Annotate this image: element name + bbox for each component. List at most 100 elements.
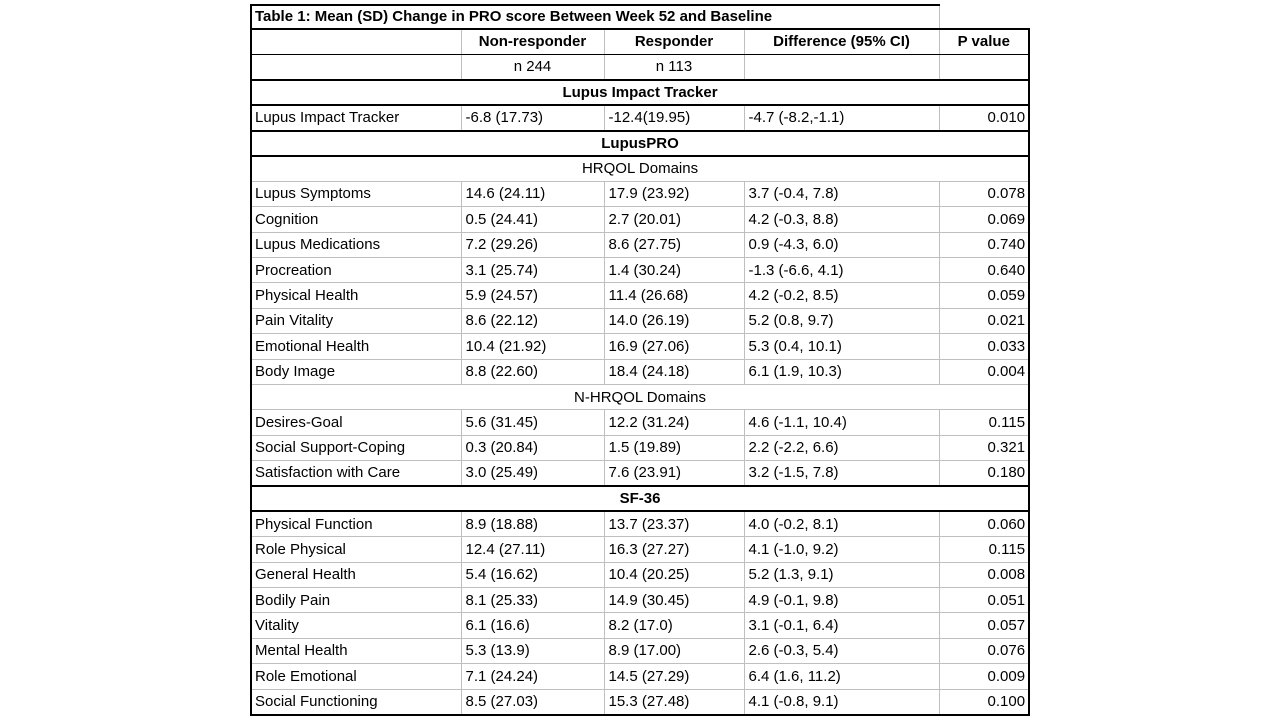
responder-value-cell: 18.4 (24.18) xyxy=(603,358,744,385)
row-label-cell: Bodily Pain xyxy=(250,587,461,614)
table-row: Pain Vitality 8.6 (22.12) 14.0 (26.19) 5.2 … xyxy=(250,307,1031,335)
row-label-cell: Lupus Impact Tracker xyxy=(250,104,461,132)
pvalue-cell: 0.069 xyxy=(938,206,1031,233)
responder-value-cell: 16.9 (27.06) xyxy=(603,333,744,360)
table-row: General Health 5.4 (16.62) 10.4 (20.25) 5.2… xyxy=(250,561,1031,589)
table-row: Lupus Medications 7.2 (29.26) 8.6 (27.75) 0… xyxy=(250,231,1031,259)
sample-size-empty-pvalue xyxy=(938,54,1031,81)
responder-value-cell: 8.9 (17.00) xyxy=(603,637,744,665)
responder-value-cell: 14.9 (30.45) xyxy=(603,587,744,614)
section-row: LupusPRO xyxy=(249,129,1031,157)
responder-value-cell: 8.2 (17.0) xyxy=(603,612,744,639)
row-label-cell: Mental Health xyxy=(250,637,461,665)
nonresponder-value-cell: 8.6 (22.12) xyxy=(460,307,604,335)
difference-value-cell: 4.6 (-1.1, 10.4) xyxy=(743,409,940,436)
pvalue-cell: 0.059 xyxy=(938,282,1031,309)
subsection-row: HRQOL Domains xyxy=(249,155,1031,182)
nonresponder-value-cell: 5.9 (24.57) xyxy=(460,282,604,309)
table-row: Role Emotional 7.1 (24.24) 14.5 (27.29) 6.4… xyxy=(250,663,1031,690)
subsection-label: N-HRQOL Domains xyxy=(249,383,1031,411)
nonresponder-value-cell: 5.4 (16.62) xyxy=(460,561,604,589)
nonresponder-value-cell: -6.8 (17.73) xyxy=(460,104,604,132)
table-row: Bodily Pain 8.1 (25.33) 14.9 (30.45) 4.9 (-… xyxy=(250,587,1031,614)
difference-value-cell: 2.6 (-0.3, 5.4) xyxy=(743,637,940,665)
row-label-cell: Cognition xyxy=(250,206,461,233)
row-label-cell: Lupus Symptoms xyxy=(250,180,461,208)
row-label-cell: Lupus Medications xyxy=(250,231,461,259)
nonresponder-value-cell: 3.0 (25.49) xyxy=(460,460,604,487)
table-row: Vitality 6.1 (16.6) 8.2 (17.0) 3.1 (-0.1, 6… xyxy=(250,612,1031,639)
difference-value-cell: 4.2 (-0.2, 8.5) xyxy=(743,282,940,309)
nonresponder-value-cell: 3.1 (25.74) xyxy=(460,257,604,284)
column-header-row: Non-responder Responder Difference (95% … xyxy=(250,27,1031,55)
column-header-empty xyxy=(250,27,461,55)
row-label-cell: Emotional Health xyxy=(250,333,461,360)
responder-value-cell: 15.3 (27.48) xyxy=(603,688,744,716)
row-label-cell: Vitality xyxy=(250,612,461,639)
table-row: Satisfaction with Care 3.0 (25.49) 7.6 (23… xyxy=(250,460,1031,487)
table-row: Lupus Symptoms 14.6 (24.11) 17.9 (23.92) 3.… xyxy=(250,180,1031,208)
difference-value-cell: 4.2 (-0.3, 8.8) xyxy=(743,206,940,233)
pvalue-cell: 0.057 xyxy=(938,612,1031,639)
pvalue-cell: 0.010 xyxy=(938,104,1031,132)
table-row: Physical Health 5.9 (24.57) 11.4 (26.68) 4.… xyxy=(250,282,1031,309)
responder-value-cell: 7.6 (23.91) xyxy=(603,460,744,487)
row-label-cell: Body Image xyxy=(250,358,461,385)
difference-value-cell: 0.9 (-4.3, 6.0) xyxy=(743,231,940,259)
difference-value-cell: 6.1 (1.9, 10.3) xyxy=(743,358,940,385)
nonresponder-value-cell: 0.3 (20.84) xyxy=(460,434,604,462)
nonresponder-value-cell: 5.6 (31.45) xyxy=(460,409,604,436)
row-label-cell: Role Emotional xyxy=(250,663,461,690)
title-row: Table 1: Mean (SD) Change in PRO score B… xyxy=(249,4,1030,29)
nonresponder-value-cell: 10.4 (21.92) xyxy=(460,333,604,360)
nonresponder-value-cell: 8.8 (22.60) xyxy=(460,358,604,385)
row-label-cell: Physical Health xyxy=(250,282,461,309)
table-row: Mental Health 5.3 (13.9) 8.9 (17.00) 2.6 (-… xyxy=(250,637,1031,665)
row-label-cell: General Health xyxy=(250,561,461,589)
table-row: Social Support-Coping 0.3 (20.84) 1.5 (19.… xyxy=(250,434,1031,462)
table-row: Role Physical 12.4 (27.11) 16.3 (27.27) 4.1… xyxy=(250,536,1031,563)
table-row: Lupus Impact Tracker -6.8 (17.73) -12.4(19… xyxy=(250,104,1031,132)
responder-value-cell: 1.4 (30.24) xyxy=(603,257,744,284)
row-label-cell: Role Physical xyxy=(250,536,461,563)
table-row: Procreation 3.1 (25.74) 1.4 (30.24) -1.3 (-… xyxy=(250,257,1031,284)
row-label-cell: Pain Vitality xyxy=(250,307,461,335)
difference-value-cell: -1.3 (-6.6, 4.1) xyxy=(743,257,940,284)
pvalue-cell: 0.115 xyxy=(938,409,1031,436)
difference-value-cell: 4.0 (-0.2, 8.1) xyxy=(743,510,940,538)
sample-size-row: n 244 n 113 xyxy=(250,54,1031,81)
table-row: Emotional Health 10.4 (21.92) 16.9 (27.06)… xyxy=(250,333,1031,360)
responder-value-cell: 16.3 (27.27) xyxy=(603,536,744,563)
pvalue-cell: 0.021 xyxy=(938,307,1031,335)
responder-value-cell: -12.4(19.95) xyxy=(603,104,744,132)
difference-value-cell: -4.7 (-8.2,-1.1) xyxy=(743,104,940,132)
column-header-responder: Responder xyxy=(603,27,744,55)
subsection-row: N-HRQOL Domains xyxy=(249,383,1031,411)
pvalue-cell: 0.004 xyxy=(938,358,1031,385)
column-header-nonresponder: Non-responder xyxy=(460,27,604,55)
pvalue-cell: 0.051 xyxy=(938,587,1031,614)
nonresponder-value-cell: 5.3 (13.9) xyxy=(460,637,604,665)
pvalue-cell: 0.321 xyxy=(938,434,1031,462)
responder-value-cell: 14.5 (27.29) xyxy=(603,663,744,690)
responder-value-cell: 1.5 (19.89) xyxy=(603,434,744,462)
difference-value-cell: 4.1 (-1.0, 9.2) xyxy=(743,536,940,563)
responder-value-cell: 12.2 (31.24) xyxy=(603,409,744,436)
responder-value-cell: 10.4 (20.25) xyxy=(603,561,744,589)
nonresponder-value-cell: 14.6 (24.11) xyxy=(460,180,604,208)
pvalue-cell: 0.076 xyxy=(938,637,1031,665)
table-title: Table 1: Mean (SD) Change in PRO score B… xyxy=(249,4,940,29)
row-label-cell: Procreation xyxy=(250,257,461,284)
nonresponder-value-cell: 8.5 (27.03) xyxy=(460,688,604,716)
section-label: Lupus Impact Tracker xyxy=(249,78,1031,107)
pvalue-cell: 0.100 xyxy=(938,688,1031,716)
pvalue-cell: 0.008 xyxy=(938,561,1031,589)
section-row: Lupus Impact Tracker xyxy=(249,78,1031,107)
section-label: LupusPRO xyxy=(249,129,1031,157)
pro-score-table: Table 1: Mean (SD) Change in PRO score B… xyxy=(249,4,1031,716)
table-row: Cognition 0.5 (24.41) 2.7 (20.01) 4.2 (-0.3… xyxy=(250,206,1031,233)
difference-value-cell: 2.2 (-2.2, 6.6) xyxy=(743,434,940,462)
difference-value-cell: 5.2 (0.8, 9.7) xyxy=(743,307,940,335)
sample-size-empty-label xyxy=(250,54,461,81)
